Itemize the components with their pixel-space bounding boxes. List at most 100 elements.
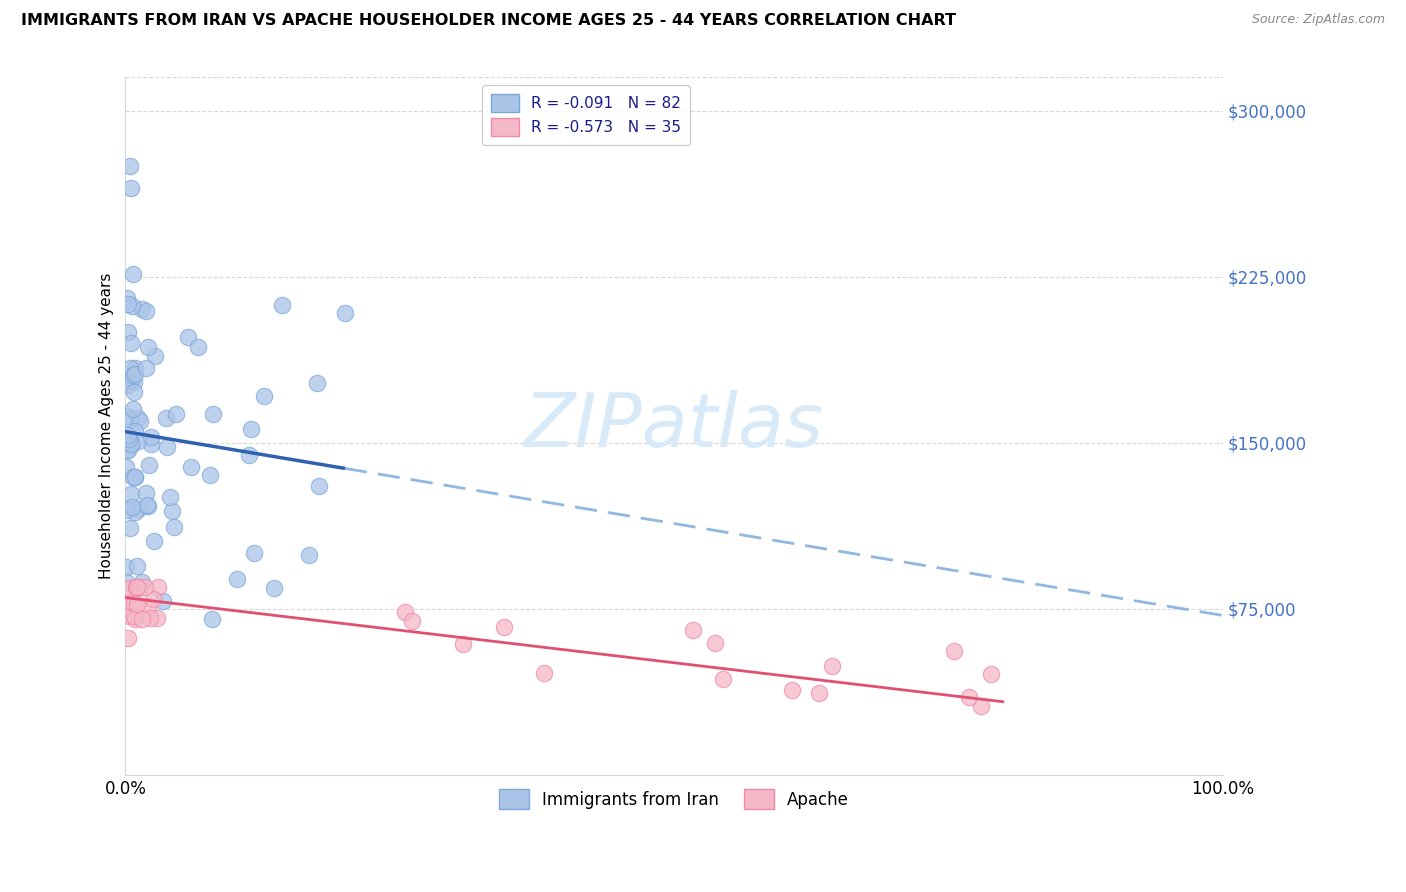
Point xyxy=(152,594,174,608)
Point xyxy=(120,181,142,195)
Point xyxy=(135,304,157,318)
Point xyxy=(122,368,145,383)
Point xyxy=(159,490,181,504)
Point xyxy=(201,612,224,626)
Point xyxy=(138,458,160,472)
Point xyxy=(127,411,149,425)
Point xyxy=(117,377,139,392)
Point xyxy=(201,408,224,422)
Point xyxy=(120,487,142,501)
Point xyxy=(129,580,152,594)
Text: ZIPatlas: ZIPatlas xyxy=(524,390,824,462)
Point xyxy=(122,267,145,281)
Point xyxy=(533,665,555,680)
Point xyxy=(124,505,146,519)
Point xyxy=(240,422,263,436)
Point xyxy=(131,574,153,589)
Point xyxy=(135,361,157,376)
Point xyxy=(333,306,356,320)
Point xyxy=(125,580,148,594)
Point xyxy=(115,595,138,609)
Point xyxy=(136,498,159,512)
Text: Source: ZipAtlas.com: Source: ZipAtlas.com xyxy=(1251,13,1385,27)
Point xyxy=(136,599,159,614)
Point xyxy=(808,686,831,700)
Point xyxy=(115,459,138,474)
Point xyxy=(176,330,198,344)
Point xyxy=(127,559,149,574)
Point xyxy=(131,612,153,626)
Point xyxy=(298,549,321,563)
Point xyxy=(142,533,165,548)
Point xyxy=(122,596,145,610)
Point xyxy=(124,470,146,484)
Point xyxy=(135,486,157,500)
Point xyxy=(124,424,146,438)
Point xyxy=(121,299,143,313)
Point xyxy=(122,401,145,416)
Point xyxy=(394,605,416,619)
Point xyxy=(165,407,187,421)
Point xyxy=(129,414,152,428)
Point xyxy=(117,432,139,446)
Point xyxy=(138,340,160,354)
Point xyxy=(121,437,143,451)
Point xyxy=(117,427,139,442)
Point xyxy=(122,375,145,389)
Point xyxy=(139,437,162,451)
Point xyxy=(139,430,162,444)
Point xyxy=(115,560,138,574)
Point xyxy=(125,581,148,595)
Point xyxy=(180,460,202,475)
Point xyxy=(120,521,142,535)
Point xyxy=(115,503,138,517)
Point xyxy=(118,436,141,450)
Point xyxy=(494,619,516,633)
Point xyxy=(143,349,166,363)
Point xyxy=(122,608,145,623)
Point xyxy=(980,666,1002,681)
Point xyxy=(226,573,249,587)
Point xyxy=(124,368,146,382)
Point xyxy=(125,580,148,594)
Point xyxy=(124,611,146,625)
Point xyxy=(401,614,423,628)
Point xyxy=(271,298,294,312)
Point xyxy=(970,698,993,713)
Point xyxy=(305,376,328,391)
Point xyxy=(943,644,966,658)
Point xyxy=(117,443,139,458)
Point xyxy=(117,297,139,311)
Point xyxy=(115,409,138,423)
Point xyxy=(713,672,735,686)
Point xyxy=(160,504,183,518)
Point xyxy=(115,575,138,590)
Point xyxy=(187,339,209,353)
Point xyxy=(120,336,142,351)
Point xyxy=(136,499,159,513)
Point xyxy=(127,502,149,516)
Point xyxy=(139,611,162,625)
Point xyxy=(120,361,142,376)
Point xyxy=(115,291,138,305)
Text: IMMIGRANTS FROM IRAN VS APACHE HOUSEHOLDER INCOME AGES 25 - 44 YEARS CORRELATION: IMMIGRANTS FROM IRAN VS APACHE HOUSEHOLD… xyxy=(21,13,956,29)
Point xyxy=(125,597,148,611)
Point xyxy=(243,545,266,559)
Point xyxy=(125,581,148,595)
Y-axis label: Householder Income Ages 25 - 44 years: Householder Income Ages 25 - 44 years xyxy=(100,273,114,579)
Point xyxy=(142,591,165,606)
Point xyxy=(156,440,179,454)
Point xyxy=(682,624,704,638)
Point xyxy=(124,385,146,400)
Point xyxy=(118,609,141,624)
Point xyxy=(131,302,153,317)
Point xyxy=(146,611,169,625)
Point xyxy=(782,683,804,698)
Point xyxy=(117,631,139,645)
Point xyxy=(121,500,143,514)
Point xyxy=(308,479,330,493)
Point xyxy=(124,360,146,375)
Point xyxy=(163,520,186,534)
Point xyxy=(957,690,980,704)
Point xyxy=(703,636,725,650)
